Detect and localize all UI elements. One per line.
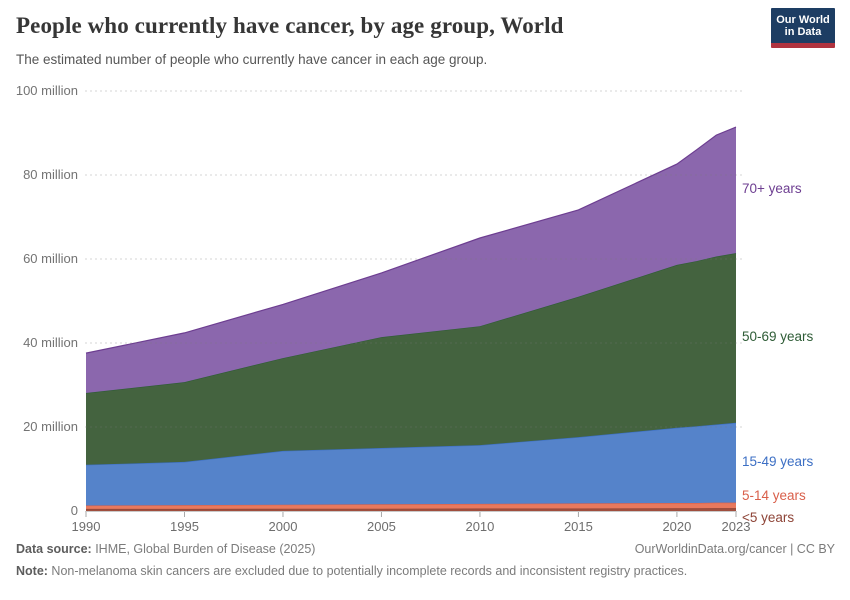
y-tick-label-40: 40 million xyxy=(23,335,78,350)
x-tick-label-1990: 1990 xyxy=(71,519,101,534)
y-tick-label-100: 100 million xyxy=(15,83,78,98)
data-source-text: IHME, Global Burden of Disease (2025) xyxy=(91,542,316,556)
x-tick-label-1995: 1995 xyxy=(170,519,199,534)
x-tick-label-2000: 2000 xyxy=(268,519,298,534)
x-tick-label-2005: 2005 xyxy=(366,519,396,534)
series-label-15-49-years[interactable]: 15-49 years xyxy=(742,453,814,469)
note-label: Note: xyxy=(16,564,48,578)
area-15-49-years[interactable] xyxy=(86,422,736,506)
y-tick-label-0: 0 xyxy=(70,503,78,518)
x-tick-label-2015: 2015 xyxy=(563,519,593,534)
x-tick-label-2020: 2020 xyxy=(662,519,692,534)
data-source-label: Data source: xyxy=(16,542,92,556)
footer-note-row: Note: Non-melanoma skin cancers are excl… xyxy=(16,564,835,578)
page-title: People who currently have cancer, by age… xyxy=(16,13,564,38)
plot-canvas xyxy=(85,90,743,517)
x-tick-label-2023: 2023 xyxy=(721,519,751,534)
note-text: Non-melanoma skin cancers are excluded d… xyxy=(47,564,688,578)
series-label-under-5-years[interactable]: <5 years xyxy=(742,509,795,525)
chart-subtitle: The estimated number of people who curre… xyxy=(16,52,488,67)
area-topline-70-plus-years xyxy=(85,126,737,354)
y-tick-label-80: 80 million xyxy=(23,167,78,182)
series-label-70-plus-years[interactable]: 70+ years xyxy=(742,181,802,197)
owid-logo-line2: in Data xyxy=(784,25,822,38)
stacked-area-chart: 0 20 million 40 million 60 million 80 millio… xyxy=(0,80,850,545)
y-tick-label-20: 20 million xyxy=(23,419,78,434)
area-50-69-years[interactable] xyxy=(86,253,736,465)
series-label-5-14-years[interactable]: 5-14 years xyxy=(742,488,806,504)
y-tick-label-60: 60 million xyxy=(23,251,78,266)
series-label-50-69-years[interactable]: 50-69 years xyxy=(742,328,814,344)
owid-logo-stripe xyxy=(771,43,835,48)
data-source-line: Data source: IHME, Global Burden of Dise… xyxy=(16,542,315,556)
area-70-plus-years[interactable] xyxy=(86,127,736,393)
owid-logo-text: Our World in Data xyxy=(771,8,835,43)
x-tick-label-2010: 2010 xyxy=(465,519,495,534)
footer-source-row: Data source: IHME, Global Burden of Dise… xyxy=(16,542,835,556)
area-5-14-years[interactable] xyxy=(86,502,736,509)
owid-cancer-link[interactable]: OurWorldinData.org/cancer | CC BY xyxy=(634,542,835,556)
owid-logo-line1: Our World xyxy=(776,13,830,26)
owid-logo: Our World in Data xyxy=(771,8,835,48)
